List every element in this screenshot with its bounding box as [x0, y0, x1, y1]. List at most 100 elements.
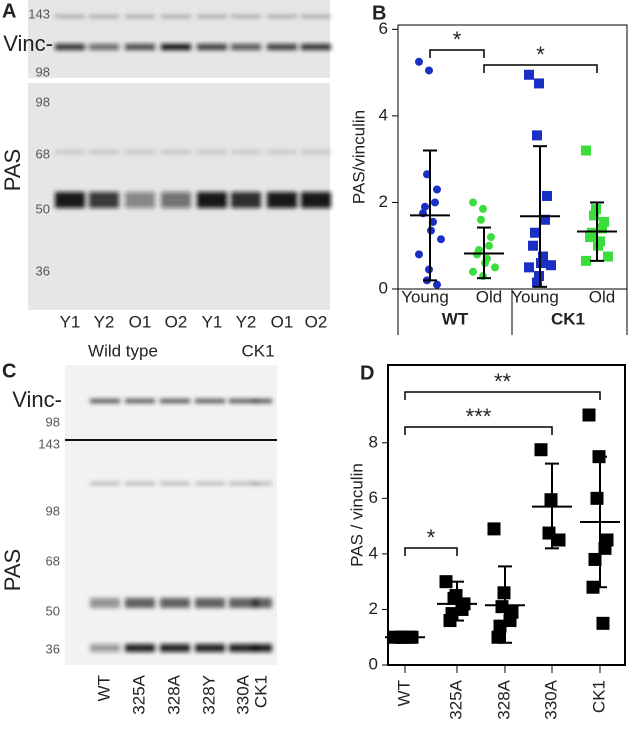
data-point: [503, 614, 517, 628]
data-point: [493, 619, 507, 633]
band: [90, 399, 120, 403]
band: [229, 598, 259, 608]
significance-bracket: [404, 547, 458, 556]
band: [125, 150, 155, 154]
data-point: [425, 66, 433, 75]
data-point: [433, 185, 441, 194]
blot-separator: [28, 78, 330, 83]
lane-label: Y2: [236, 312, 257, 331]
marker-label: 68: [46, 553, 60, 568]
data-point: [485, 241, 493, 250]
group-label: CK1: [241, 341, 274, 360]
y-tick-label: 2: [379, 192, 388, 211]
data-point: [582, 408, 596, 422]
band: [90, 644, 120, 652]
band: [195, 482, 225, 485]
band: [197, 44, 227, 50]
data-point: [530, 227, 540, 238]
band: [90, 598, 120, 608]
data-point: [469, 267, 477, 276]
marker-label: Vinc-: [3, 31, 53, 56]
data-point: [534, 443, 548, 457]
data-point: [477, 215, 485, 224]
marker-label: Vinc-: [12, 387, 62, 412]
y-tick-label: 0: [379, 278, 388, 297]
band: [89, 44, 119, 50]
data-point: [532, 130, 542, 141]
data-point: [479, 204, 487, 213]
data-point: [585, 232, 595, 243]
x-tick-label: 325A: [446, 679, 465, 719]
significance-label: *: [536, 42, 545, 67]
x-tick-label: CK1: [589, 680, 608, 713]
band: [161, 15, 191, 18]
band: [301, 15, 331, 18]
data-point: [431, 198, 439, 207]
lane-label: Y1: [202, 312, 223, 331]
band: [252, 644, 272, 652]
blot-a: [28, 0, 330, 310]
lane-label: CK1: [251, 675, 270, 708]
y-tick-label: 0: [369, 654, 378, 673]
y-tick-label: 6: [369, 488, 378, 507]
lane-label: Y1: [60, 312, 81, 331]
stain-label: PAS: [0, 549, 25, 591]
panel-letter: D: [360, 362, 374, 384]
x-tick-label: Old: [589, 287, 615, 306]
group-label: Wild type: [88, 341, 158, 360]
data-point: [534, 78, 544, 89]
band: [231, 150, 261, 154]
band: [267, 192, 297, 208]
significance-label: **: [494, 369, 512, 394]
band: [197, 192, 227, 208]
band: [160, 598, 190, 608]
y-axis-label: PAS / vinculin: [347, 463, 366, 567]
lane-label: O1: [271, 312, 294, 331]
band: [125, 399, 155, 403]
band: [195, 399, 225, 403]
y-tick-label: 4: [369, 543, 378, 562]
significance-label: *: [427, 525, 436, 550]
band: [55, 192, 85, 208]
data-point: [589, 210, 599, 221]
data-point: [524, 262, 534, 273]
band: [197, 15, 227, 18]
band: [55, 15, 85, 18]
data-point: [552, 533, 566, 547]
band: [55, 150, 85, 154]
band: [160, 482, 190, 485]
band: [89, 150, 119, 154]
x-tick-label: Young: [401, 287, 449, 306]
y-tick-label: 2: [369, 599, 378, 618]
significance-bracket: [404, 426, 553, 435]
band: [125, 44, 155, 50]
band: [195, 598, 225, 608]
data-point: [596, 616, 610, 630]
marker-label: 98: [46, 503, 60, 518]
panel-letter: C: [2, 360, 16, 382]
significance-bracket: [429, 49, 485, 58]
band: [160, 399, 190, 403]
lane-label: 328Y: [199, 675, 218, 715]
data-point: [581, 255, 591, 266]
blot-c: [65, 365, 277, 665]
band: [125, 482, 155, 485]
marker-label: 68: [36, 146, 50, 161]
band: [231, 15, 261, 18]
x-tick-label: 330A: [541, 679, 560, 719]
plot-frame: [387, 364, 626, 666]
band: [301, 150, 331, 154]
data-point: [603, 251, 613, 262]
data-point: [415, 250, 423, 259]
data-point: [588, 552, 602, 566]
marker-label: 143: [28, 6, 50, 21]
data-point: [538, 251, 548, 262]
y-tick-label: 4: [379, 105, 388, 124]
lane-label: O1: [129, 312, 152, 331]
lane-label: Y2: [94, 312, 115, 331]
marker-label: 98: [36, 64, 50, 79]
band: [125, 598, 155, 608]
significance-label: *: [453, 27, 462, 52]
lane-label: WT: [94, 675, 113, 701]
group-label: WT: [442, 309, 469, 328]
